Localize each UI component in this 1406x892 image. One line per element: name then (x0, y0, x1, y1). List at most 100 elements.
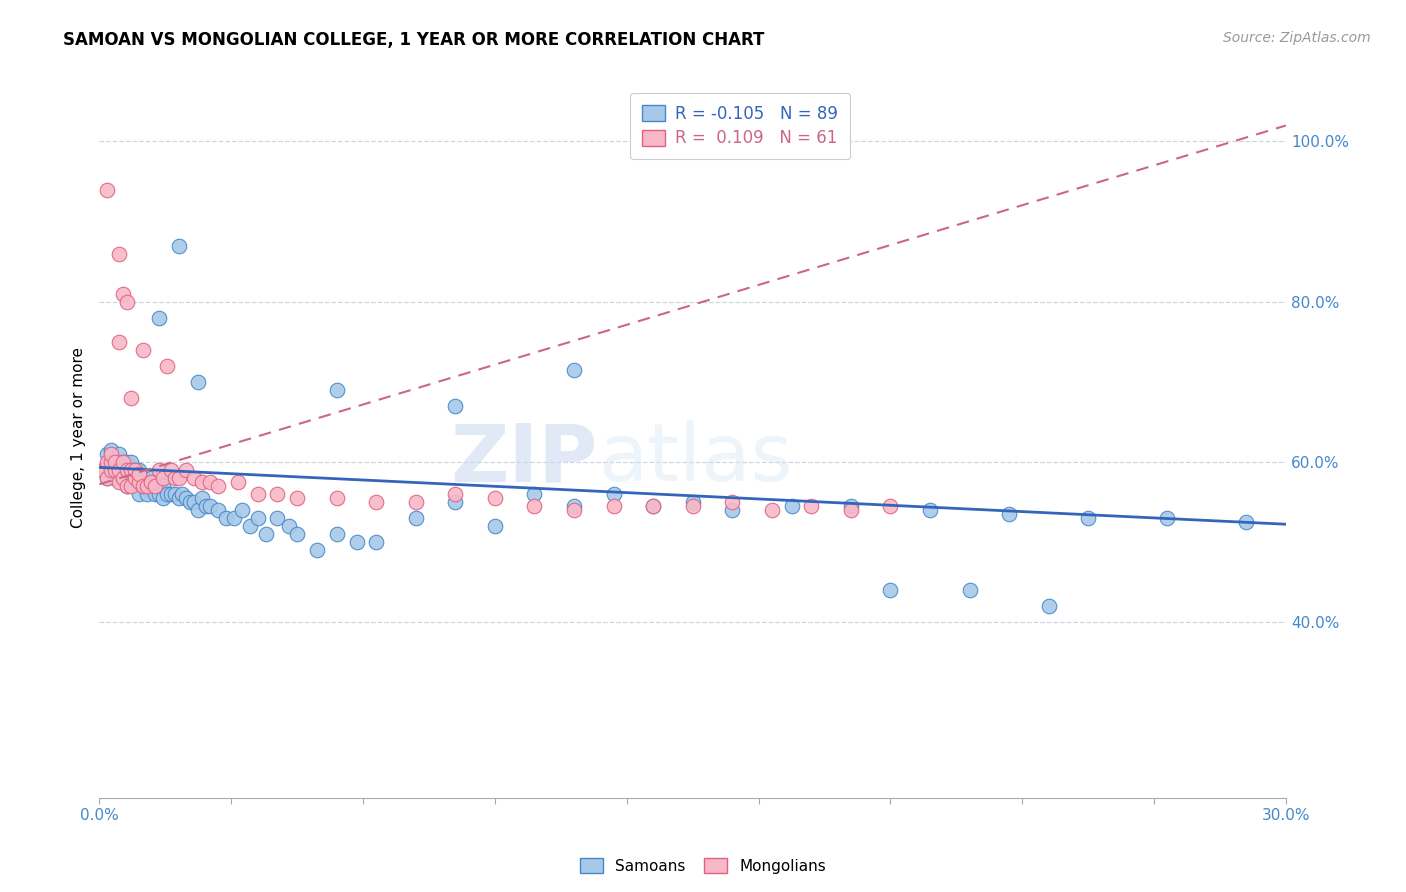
Point (132, 471, 155, 485)
Point (108, 463, 131, 477)
Point (839, 499, 862, 513)
Point (148, 487, 170, 501)
Point (135, 487, 157, 501)
Point (800, 499, 823, 513)
Point (1156, 511, 1178, 525)
Point (115, 463, 138, 477)
Point (124, 471, 146, 485)
Point (305, 542, 328, 557)
Point (761, 503, 783, 517)
Point (112, 455, 135, 469)
Point (159, 463, 181, 477)
Point (128, 467, 150, 481)
Point (115, 294, 138, 309)
Point (100, 447, 122, 461)
Point (100, 463, 122, 477)
Point (132, 479, 155, 493)
Point (108, 455, 131, 469)
Point (643, 499, 665, 513)
Point (562, 362, 585, 376)
Point (115, 479, 138, 493)
Point (602, 487, 624, 501)
Point (112, 458, 135, 473)
Point (128, 463, 150, 477)
Legend: Samoans, Mongolians: Samoans, Mongolians (574, 852, 832, 880)
Point (100, 463, 122, 477)
Point (839, 503, 862, 517)
Point (108, 475, 131, 489)
Point (96, 447, 118, 461)
Point (104, 455, 127, 469)
Point (444, 399, 467, 413)
Point (128, 475, 150, 489)
Point (998, 507, 1021, 521)
Point (115, 463, 138, 477)
Point (187, 375, 209, 389)
Point (139, 471, 162, 485)
Point (366, 534, 388, 549)
Point (191, 491, 214, 505)
Point (326, 383, 349, 397)
Point (266, 487, 288, 501)
Point (104, 471, 127, 485)
Point (266, 511, 288, 525)
Point (231, 503, 253, 517)
Point (93, 463, 115, 477)
Point (879, 582, 901, 597)
Point (112, 471, 135, 485)
Point (120, 455, 142, 469)
Point (366, 495, 388, 509)
Point (96, 455, 118, 469)
Point (198, 499, 221, 513)
Point (879, 499, 901, 513)
Point (163, 471, 186, 485)
Point (780, 499, 803, 513)
Point (484, 518, 506, 533)
Point (152, 479, 174, 493)
Point (176, 491, 198, 505)
Point (602, 499, 624, 513)
Point (176, 463, 198, 477)
Point (682, 499, 704, 513)
Point (148, 310, 170, 325)
Point (152, 491, 174, 505)
Point (112, 455, 135, 469)
Text: Source: ZipAtlas.com: Source: ZipAtlas.com (1223, 31, 1371, 45)
Point (1234, 515, 1257, 529)
Point (132, 343, 155, 357)
Point (104, 455, 127, 469)
Point (191, 475, 214, 489)
Point (163, 487, 186, 501)
Legend: R = -0.105   N = 89, R =  0.109   N = 61: R = -0.105 N = 89, R = 0.109 N = 61 (630, 93, 851, 159)
Point (207, 479, 229, 493)
Point (1077, 511, 1099, 525)
Point (562, 499, 585, 513)
Point (187, 503, 209, 517)
Point (159, 487, 181, 501)
Point (643, 499, 665, 513)
Point (104, 458, 127, 473)
Point (156, 487, 179, 501)
Point (139, 475, 162, 489)
Point (96, 471, 118, 485)
Point (246, 487, 269, 501)
Point (120, 463, 142, 477)
Point (239, 518, 262, 533)
Point (112, 286, 135, 301)
Point (207, 503, 229, 517)
Point (115, 479, 138, 493)
Point (135, 479, 157, 493)
Point (444, 487, 467, 501)
Point (152, 471, 174, 485)
Point (484, 491, 506, 505)
Point (112, 471, 135, 485)
Point (183, 495, 205, 509)
Point (285, 491, 308, 505)
Point (959, 582, 981, 597)
Point (226, 475, 249, 489)
Point (246, 511, 269, 525)
Point (124, 463, 146, 477)
Point (108, 447, 131, 461)
Point (721, 503, 744, 517)
Point (100, 450, 122, 465)
